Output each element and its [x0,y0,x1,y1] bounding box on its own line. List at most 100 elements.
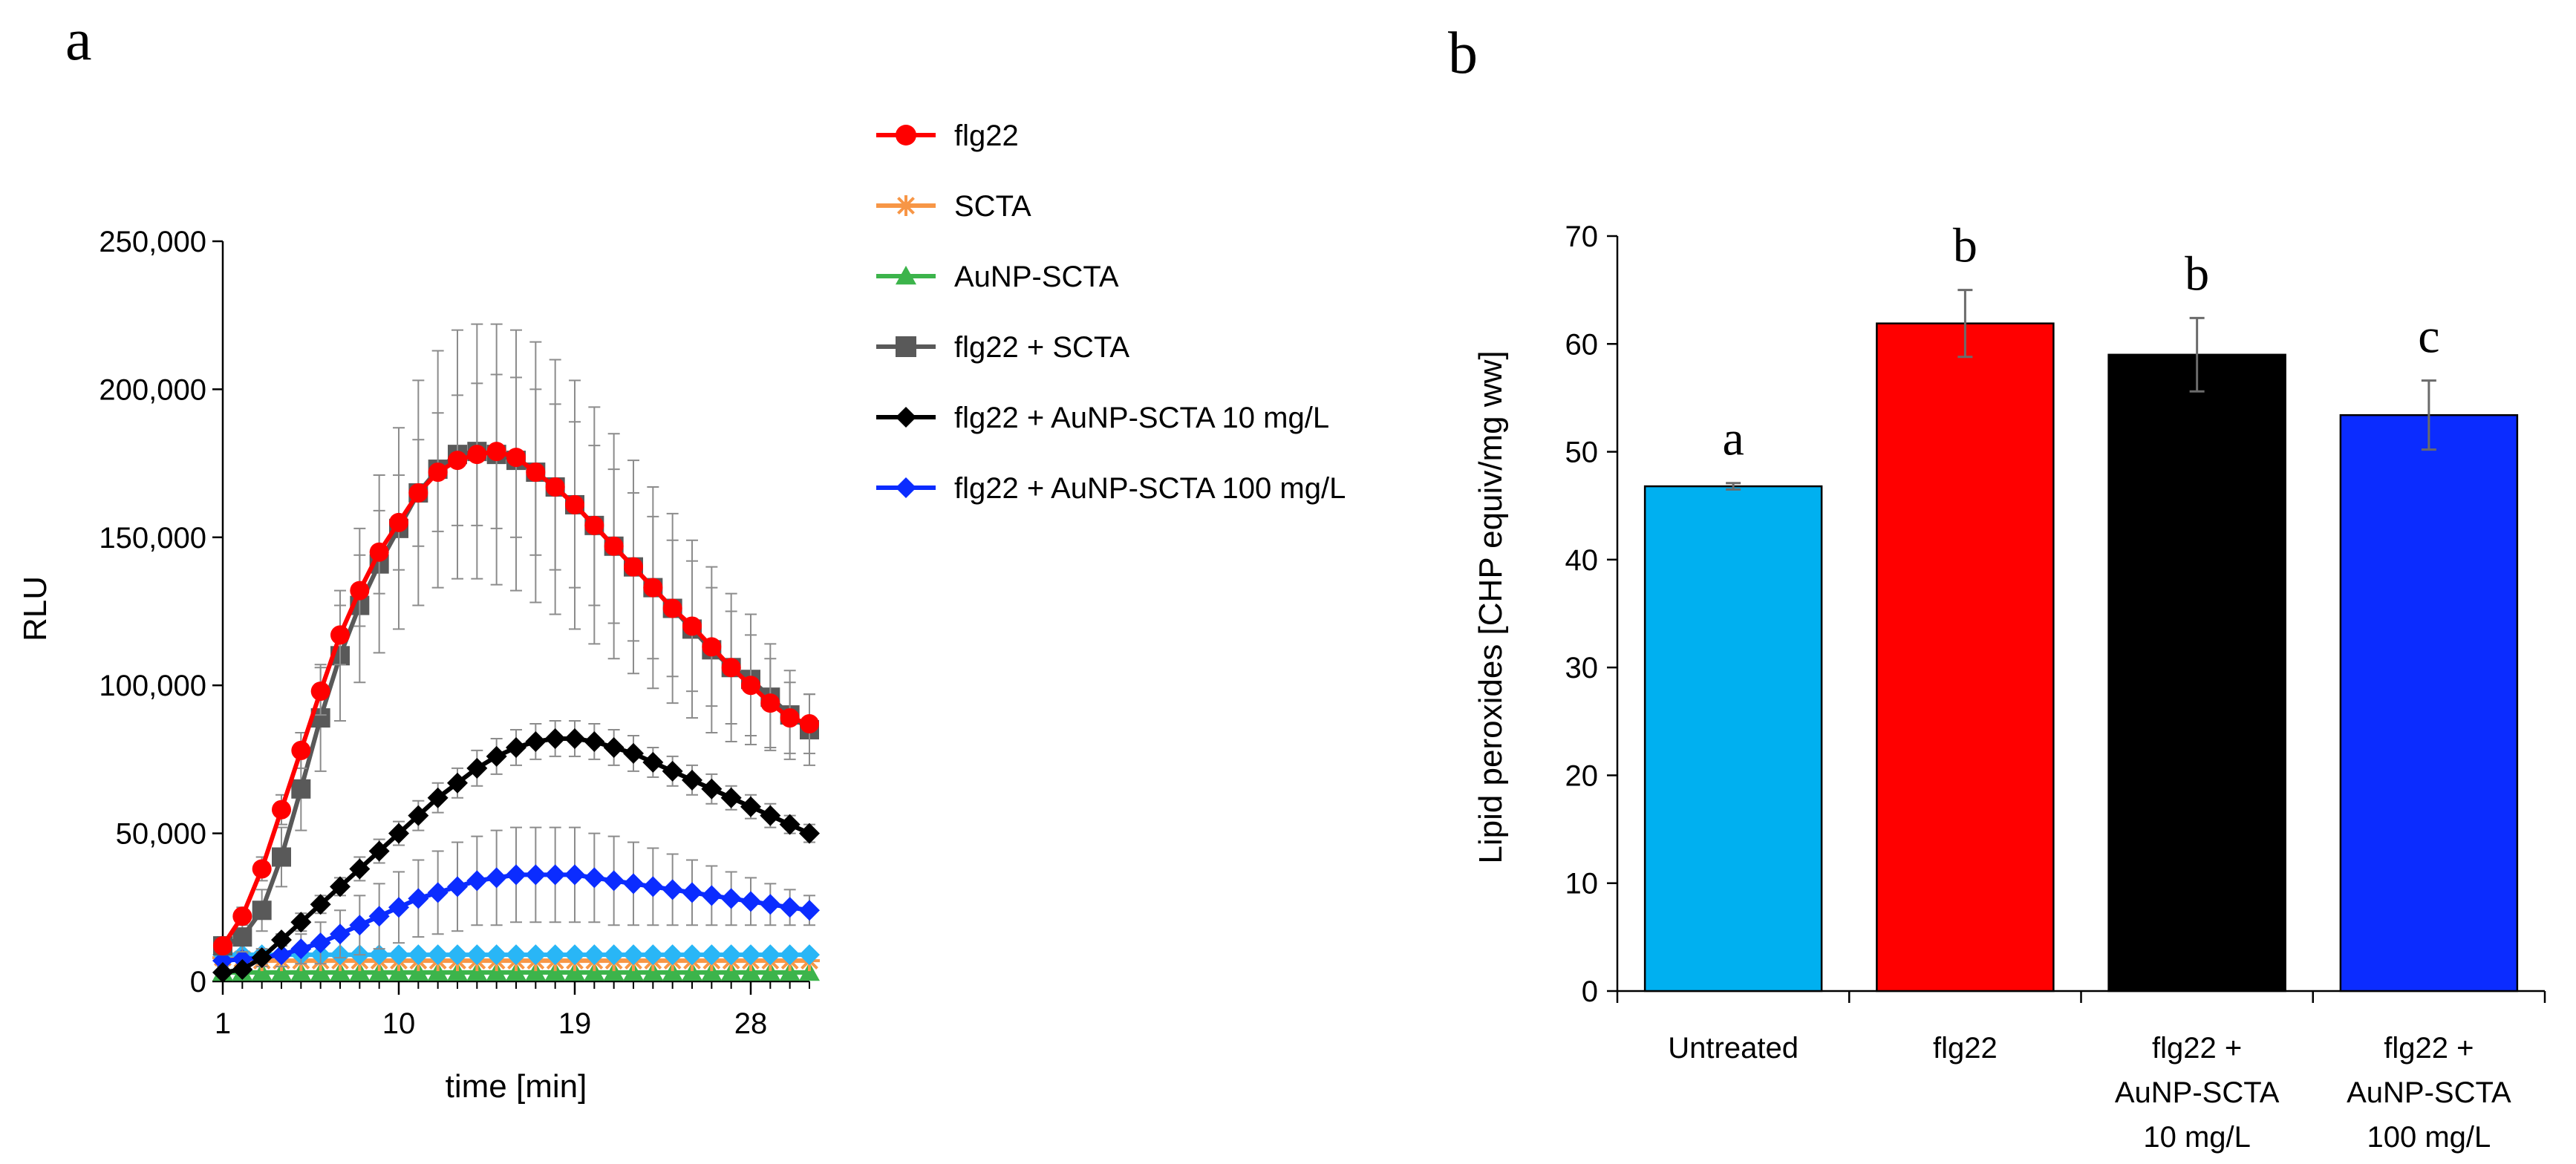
data-point [662,598,682,618]
data-point [779,814,800,835]
data-point [642,876,664,897]
panel-b-letter: b [1448,21,1478,86]
data-point [506,944,526,966]
data-point [799,944,820,966]
data-point [388,897,409,918]
category-label: flg22 + [2384,1032,2474,1065]
data-point [701,885,723,906]
category-label: 100 mg/L [2367,1121,2491,1154]
legend-label: SCTA [954,190,1031,223]
data-point [780,708,800,728]
data-point [544,944,566,966]
data-point [408,483,428,503]
data-point [564,944,585,966]
data-point [466,944,488,966]
data-point [290,962,312,981]
significance-letter: b [1953,219,1977,273]
data-point [486,745,507,767]
data-point [564,728,585,749]
data-point [662,944,683,966]
data-point [448,451,467,471]
data-point [760,894,781,915]
data-point [720,944,742,966]
legend-item: flg22 + SCTA [876,331,1129,364]
panel-a-y-tick-label: 200,000 [99,373,206,406]
data-point [486,944,507,966]
data-point [388,823,409,844]
data-point [368,840,390,862]
data-point [466,757,488,779]
panel-a-legend: flg22 SCTA AuNP-SCTA flg22 + SCTA flg22 + Au… [876,120,1346,505]
data-point [682,616,702,636]
data-point [604,536,624,556]
bar [2107,353,2286,993]
data-point [232,959,253,981]
category-label: flg22 + [2152,1032,2242,1065]
data-point [252,859,272,879]
data-point [506,448,526,468]
legend-swatch-marker [896,266,916,285]
data-point [427,962,449,981]
data-point [271,962,292,981]
data-point [427,787,449,808]
data-point [310,932,331,954]
data-point [779,944,800,966]
data-point [251,962,273,981]
data-point [271,944,292,966]
legend-item: flg22 + AuNP-SCTA 100 mg/L [876,472,1346,505]
data-point [272,847,291,867]
panel-a-line-chart: 0 50,000 100,000 150,000 200,000 250,000 1 10 19… [99,226,820,1040]
legend-label: flg22 + AuNP-SCTA 100 mg/L [954,472,1346,505]
data-point [408,805,429,826]
data-point [740,796,761,817]
data-point [486,867,507,889]
category-label: 10 mg/L [2143,1121,2251,1154]
panel-a-x-tick-label: 1 [215,1007,231,1040]
data-point [310,681,330,702]
data-point [544,962,566,981]
data-point [603,870,625,892]
data-point [603,736,625,758]
data-point [720,962,742,981]
data-point [565,494,584,514]
data-point [408,944,429,966]
data-point [643,578,663,598]
significance-letter: b [2185,246,2209,301]
data-point [525,962,547,981]
data-point [662,760,683,782]
data-point [447,772,468,794]
data-point [584,867,605,889]
panel-a-y-tick-label: 250,000 [99,226,206,258]
data-point [545,477,565,497]
panel-a-y-tick-label: 50,000 [116,818,206,851]
data-point [779,962,800,981]
series-flg22 [213,373,819,956]
data-point [525,864,547,886]
data-point [330,625,350,645]
data-point [642,962,664,981]
data-point [252,900,272,921]
data-point [368,906,390,927]
data-point [466,962,488,981]
data-point [779,897,800,918]
data-point [682,882,702,903]
data-point [467,445,487,465]
data-point [642,751,664,773]
data-point [720,888,742,909]
data-point [291,740,311,760]
data-point [506,962,526,981]
data-point [506,736,526,758]
legend-item: AuNP-SCTA [876,261,1119,293]
significance-letter: c [2418,310,2439,364]
panel-b-bar-chart: 0 10 20 30 40 50 60 70 a Untreated b flg22 b flg22 + A… [1565,219,2546,1154]
panel-a-x-axis-label: time [min] [446,1068,587,1105]
data-point [427,944,449,966]
data-point [349,962,371,981]
legend-swatch-marker [896,195,916,216]
panel-a-y-tick-label: 100,000 [99,670,206,702]
data-point [466,870,488,892]
panel-a-y-tick-label: 150,000 [99,522,206,555]
data-point [330,876,350,897]
data-point [291,779,311,799]
